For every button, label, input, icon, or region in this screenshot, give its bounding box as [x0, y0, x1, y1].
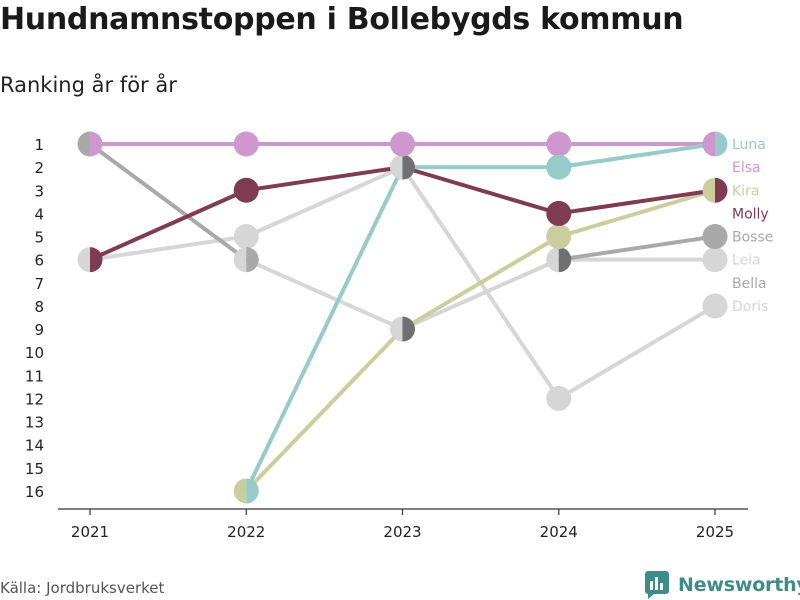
end-label-kira: Kira: [732, 183, 759, 199]
newsworthy-icon: [645, 571, 669, 599]
line-segment-bella-2023-2024: [400, 257, 561, 332]
y-tick-label-16: 16: [25, 483, 44, 501]
chart-title: Hundnamnstoppen i Bollebygds kommun: [0, 2, 684, 37]
point-2025-rank-5-bosse: [702, 224, 728, 250]
point-2022-rank-16-kira: [233, 478, 247, 504]
line-segment-doris-2022-2023: [244, 165, 405, 239]
x-tick-label-2024: 2024: [540, 523, 578, 541]
line-segment-kira-2024-2025: [556, 188, 717, 239]
point-2021-rank-1-bosse: [77, 131, 90, 157]
y-tick-label-14: 14: [25, 437, 44, 455]
point-2025-rank-3-molly: [715, 177, 728, 203]
line-segment-kira-2022-2023: [244, 327, 405, 493]
point-2021-rank-6-molly: [90, 247, 103, 273]
line-segment-bosse-2024-2025: [556, 234, 717, 262]
point-2021-rank-6-doris: [77, 247, 90, 273]
point-2022-rank-6-bella: [233, 247, 247, 273]
point-2024-rank-2-luna: [546, 154, 572, 180]
point-2025-rank-1-luna: [715, 131, 728, 157]
point-2021-rank-1-elsa: [90, 131, 103, 157]
line-segment-molly-2021-2022: [88, 188, 249, 262]
y-tick-label-11: 11: [25, 367, 44, 385]
y-tick-label-12: 12: [25, 390, 44, 408]
point-2022-rank-16-luna: [246, 478, 259, 504]
line-segment-doris-2024-2025: [556, 303, 717, 401]
point-2022-rank-1-elsa: [233, 131, 259, 157]
point-2023-rank-2-doris: [390, 154, 403, 180]
y-tick-label-5: 5: [34, 229, 44, 247]
y-tick-label-15: 15: [25, 460, 44, 478]
point-2022-rank-5-doris: [233, 224, 259, 250]
y-tick-label-9: 9: [34, 321, 44, 339]
point-2023-rank-1-elsa: [390, 131, 415, 157]
brand-name: Newsworthy: [678, 574, 800, 596]
source-note: Källa: Jordbruksverket: [0, 579, 165, 597]
y-tick-label-1: 1: [34, 136, 44, 154]
point-2023-rank-9-bella: [390, 316, 403, 342]
y-tick-label-6: 6: [34, 252, 44, 270]
point-2023-rank-2-gray: [402, 154, 415, 180]
point-2023-rank-9-gray: [402, 316, 415, 342]
y-tick-label-2: 2: [34, 159, 44, 177]
point-2025-rank-6-bella: [702, 247, 728, 273]
x-tick-label-2022: 2022: [227, 523, 265, 541]
end-label-bella: Bella: [732, 276, 767, 292]
line-segment-bella-2022-2023: [244, 257, 405, 332]
end-label-doris: Doris: [732, 299, 768, 315]
y-tick-label-3: 3: [34, 182, 44, 200]
line-segment-bosse-2021-2022: [88, 142, 249, 262]
chart-subtitle: Ranking år för år: [0, 73, 177, 97]
point-2022-rank-3-molly: [233, 177, 259, 203]
end-label-bosse: Bosse: [732, 230, 773, 246]
line-segment-luna-2022-2023: [244, 165, 405, 493]
y-tick-label-8: 8: [34, 298, 44, 316]
y-tick-label-7: 7: [34, 275, 44, 293]
point-2024-rank-4-molly: [546, 200, 572, 226]
point-2024-rank-12-doris: [546, 385, 572, 411]
line-segment-molly-2024-2025: [556, 188, 717, 216]
point-2025-rank-8-doris: [702, 293, 728, 319]
line-segment-luna-2024-2025: [556, 142, 717, 170]
y-tick-label-13: 13: [25, 414, 44, 432]
end-label-leia: Leia: [732, 253, 761, 269]
line-segment-kira-2023-2024: [400, 234, 561, 332]
point-2025-rank-1-elsa: [702, 131, 715, 157]
x-tick-label-2023: 2023: [383, 523, 421, 541]
x-tick-label-2025: 2025: [696, 523, 734, 541]
point-2024-rank-6-gray: [558, 247, 572, 273]
y-tick-label-10: 10: [25, 344, 44, 362]
point-2022-rank-6-bosse: [246, 247, 259, 273]
end-label-molly: Molly: [732, 206, 769, 222]
line-segment-molly-2022-2023: [244, 165, 405, 193]
brand-logo: Newsworthy: [645, 571, 800, 599]
line-segment-molly-2023-2024: [400, 165, 561, 216]
end-label-elsa: Elsa: [732, 160, 761, 176]
point-2024-rank-5-kira: [546, 224, 572, 250]
x-tick-label-2021: 2021: [71, 523, 109, 541]
point-2025-rank-3-kira: [702, 177, 715, 203]
end-label-luna: Luna: [732, 137, 766, 153]
y-tick-label-4: 4: [34, 205, 44, 223]
point-2024-rank-6-bella: [546, 247, 559, 273]
point-2024-rank-1-elsa: [546, 131, 572, 157]
